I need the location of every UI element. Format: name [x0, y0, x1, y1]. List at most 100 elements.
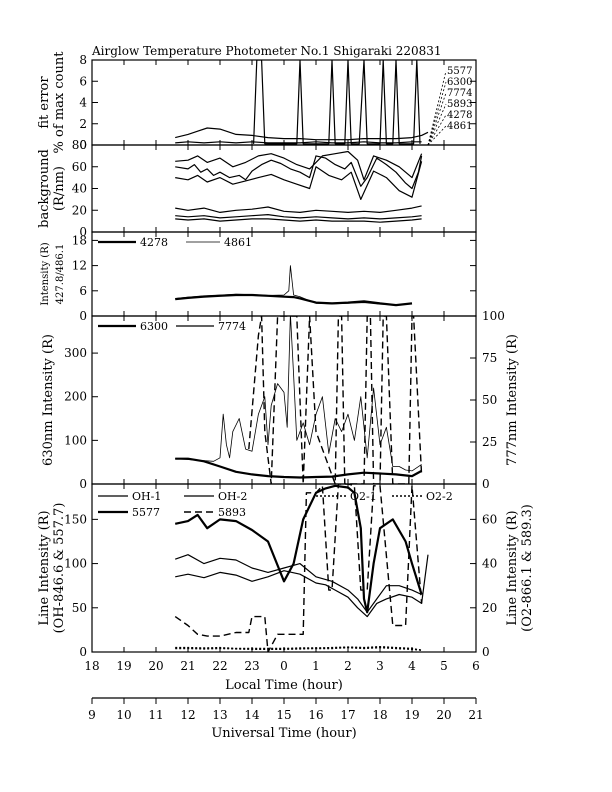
y-axis-label: Line Intensity (R)	[37, 510, 52, 625]
x-tick-label: 0	[280, 659, 288, 673]
y-tick-label: 2	[79, 117, 87, 131]
legend-label-O2-1: O2-1	[350, 490, 377, 503]
side-label-leader	[427, 70, 447, 146]
legend-label-4278: 4278	[140, 236, 168, 249]
side-label-4861: 4861	[447, 121, 472, 132]
series-line-background-4	[175, 214, 422, 220]
series-line-630_777-7774-dashed	[248, 316, 423, 484]
x-tick-label: 5	[440, 659, 448, 673]
ut-tick-label: 18	[372, 708, 387, 722]
y-tick-label: 80	[72, 138, 87, 152]
y-axis-label: Intensity (R)	[40, 242, 51, 305]
y-tick-label: 50	[72, 601, 87, 615]
series-group-line_intensity	[174, 484, 429, 652]
legend-label-4861: 4861	[224, 236, 252, 249]
ut-tick-label: 14	[244, 708, 260, 722]
y-tick-label: 0	[79, 138, 87, 152]
x-tick-label: 2	[344, 659, 352, 673]
y-tick-label: 6	[79, 284, 87, 298]
y-axis-label: 427.8/486.1	[55, 244, 66, 305]
ut-tick-label: 16	[308, 708, 323, 722]
ut-tick-label: 17	[340, 708, 355, 722]
legend-label-O2-2: O2-2	[426, 490, 453, 503]
ut-tick-label: 9	[88, 708, 96, 722]
x-tick-label: 20	[148, 659, 163, 673]
side-label-leader	[427, 81, 447, 146]
side-label-leader	[427, 125, 447, 146]
series-line-line_intensity-OH-1	[175, 554, 429, 618]
x-tick-label: 3	[376, 659, 384, 673]
series-line-line_intensity-OH-2	[175, 554, 422, 613]
series-line-background-5	[175, 218, 422, 223]
y-axis-label: % of max count	[52, 51, 67, 154]
y-tick-label: 100	[64, 557, 87, 571]
y2-tick-label: 40	[482, 557, 497, 571]
series-line-background-2	[175, 150, 423, 181]
y2-axis-label: Line Intensity (R)	[505, 510, 520, 625]
side-label-5577: 5577	[447, 66, 472, 77]
series-line-intensity_427_486-4278	[175, 293, 413, 307]
series-group-intensity_427_486	[175, 265, 413, 307]
x-tick-label: 22	[212, 659, 227, 673]
ut-tick-label: 13	[212, 708, 227, 722]
y2-tick-label: 60	[482, 512, 497, 526]
ut-tick-label: 21	[468, 708, 483, 722]
y2-tick-label: 25	[482, 435, 497, 449]
y-tick-label: 300	[64, 346, 87, 360]
y-axis-label: fit error	[37, 76, 52, 129]
y-tick-label: 100	[64, 433, 87, 447]
legend-label-OH-1: OH-1	[132, 490, 161, 503]
y-tick-label: 0	[79, 645, 87, 659]
y-tick-label: 200	[64, 390, 87, 404]
y2-axis-label: (O2-866.1 & 589.3)	[520, 504, 535, 632]
y-tick-label: 60	[72, 160, 87, 174]
y-tick-label: 0	[79, 309, 87, 323]
y-tick-label: 0	[79, 477, 87, 491]
y-axis-label: (R/nm)	[52, 166, 67, 211]
y-tick-label: 40	[72, 182, 87, 196]
series-line-background-1	[175, 161, 423, 200]
legend-label-5893: 5893	[218, 506, 246, 519]
series-line-background-0	[175, 155, 423, 190]
y-tick-label: 6	[79, 74, 87, 88]
x-tick-label: 6	[472, 659, 480, 673]
series-line-fit_error-1	[175, 141, 422, 144]
series-line-background-3	[175, 205, 422, 213]
x-tick-label: 18	[84, 659, 99, 673]
side-label-4278: 4278	[447, 110, 472, 121]
series-line-630_777-6300	[175, 457, 423, 479]
x-tick-label: 19	[116, 659, 131, 673]
side-label-leader	[427, 103, 447, 146]
side-label-leader	[427, 92, 447, 146]
series-line-fit_error-2	[253, 60, 421, 145]
series-group-fit_error	[175, 60, 429, 145]
y2-tick-label: 75	[482, 351, 497, 365]
y2-tick-label: 0	[482, 645, 490, 659]
series-line-line_intensity-5577	[174, 484, 423, 614]
y-axis-label: background	[37, 149, 52, 228]
x-tick-label: 1	[312, 659, 320, 673]
y-tick-label: 4	[79, 96, 87, 110]
series-group-background	[175, 150, 423, 223]
y-tick-label: 20	[72, 203, 87, 217]
series-line-intensity_427_486-4861	[175, 265, 413, 306]
ut-tick-label: 11	[148, 708, 163, 722]
y-tick-label: 150	[64, 512, 87, 526]
series-line-fit_error-0	[175, 127, 429, 141]
y2-tick-label: 20	[482, 601, 497, 615]
ut-tick-label: 19	[404, 708, 419, 722]
series-line-line_intensity-O2-2	[175, 646, 422, 651]
side-label-5893: 5893	[447, 99, 472, 110]
legend-label-OH-2: OH-2	[218, 490, 247, 503]
y-tick-label: 12	[72, 259, 87, 273]
ut-tick-label: 12	[180, 708, 195, 722]
ut-tick-label: 20	[436, 708, 451, 722]
ut-tick-label: 15	[276, 708, 291, 722]
side-label-7774: 7774	[447, 88, 472, 99]
y-tick-label: 8	[79, 53, 87, 67]
y2-axis-label: 777nm Intensity (R)	[505, 334, 520, 466]
y-tick-label: 0	[79, 225, 87, 239]
chart-title: Airglow Temperature Photometer No.1 Shig…	[91, 44, 442, 58]
series-line-line_intensity-5893	[174, 484, 423, 652]
